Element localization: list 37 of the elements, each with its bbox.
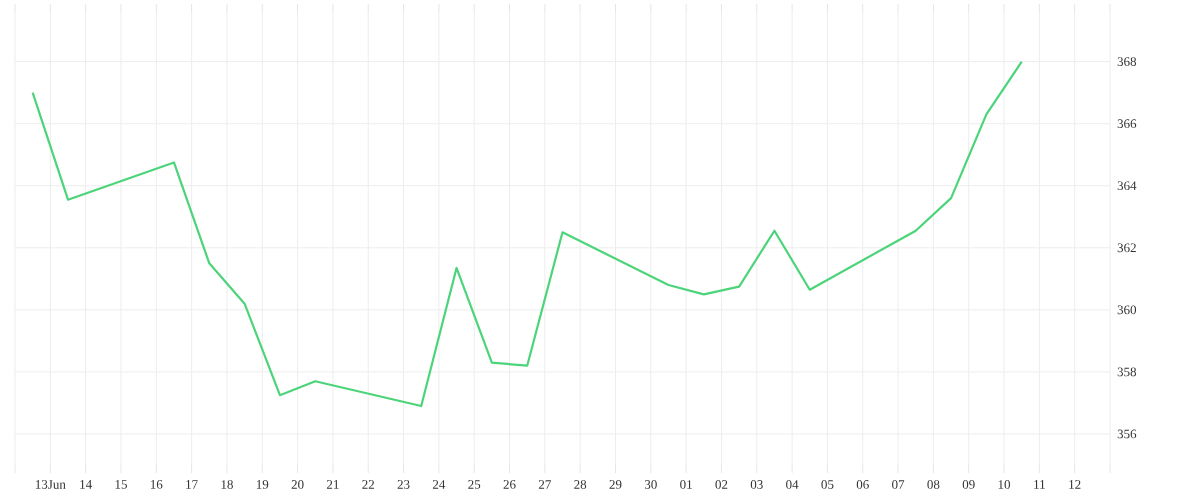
x-tick-label: 24 (432, 480, 446, 489)
x-tick-label: 30 (644, 480, 657, 489)
x-tick-label: 11 (1034, 480, 1045, 489)
x-tick-label: 25 (468, 480, 481, 489)
x-tick-label: 27 (538, 480, 551, 489)
x-tick-label: 28 (574, 480, 587, 489)
x-tick-label: 21 (326, 480, 339, 489)
x-tick-label: 20 (291, 480, 304, 489)
x-tick-label: 02 (715, 480, 728, 489)
x-tick-label: 03 (750, 480, 763, 489)
x-tick-label: 14 (80, 480, 92, 489)
x-tick-label: 18 (221, 480, 233, 489)
y-tick-label: 364 (1117, 181, 1137, 191)
y-tick-label: 362 (1117, 243, 1136, 253)
x-tick-label: 16 (150, 480, 163, 489)
x-tick-label: 19 (256, 480, 269, 489)
x-tick-label: 23 (397, 480, 410, 489)
x-tick-label: 07 (892, 480, 905, 489)
x-tick-label: 04 (786, 480, 799, 489)
x-tick-label: 29 (609, 480, 622, 489)
x-tick-label: 26 (503, 480, 516, 489)
y-tick-label: 360 (1117, 305, 1137, 315)
y-tick-label: 368 (1117, 57, 1137, 67)
x-tick-label: 15 (115, 480, 127, 489)
x-tick-label: 08 (927, 480, 940, 489)
x-tick-label: 01 (680, 480, 692, 489)
y-tick-label: 366 (1117, 119, 1137, 129)
x-tick-label: 22 (362, 480, 375, 489)
x-tick-label: 17 (186, 480, 198, 489)
y-tick-label: 358 (1117, 367, 1137, 377)
x-tick-label: 10 (998, 480, 1011, 489)
x-tick-label: 12 (1069, 480, 1081, 489)
x-tick-label: 05 (821, 480, 834, 489)
x-tick-label: 13Jun (35, 480, 66, 489)
y-tick-label: 356 (1117, 429, 1137, 439)
x-tick-label: 06 (856, 480, 869, 489)
x-tick-label: 09 (962, 480, 975, 489)
